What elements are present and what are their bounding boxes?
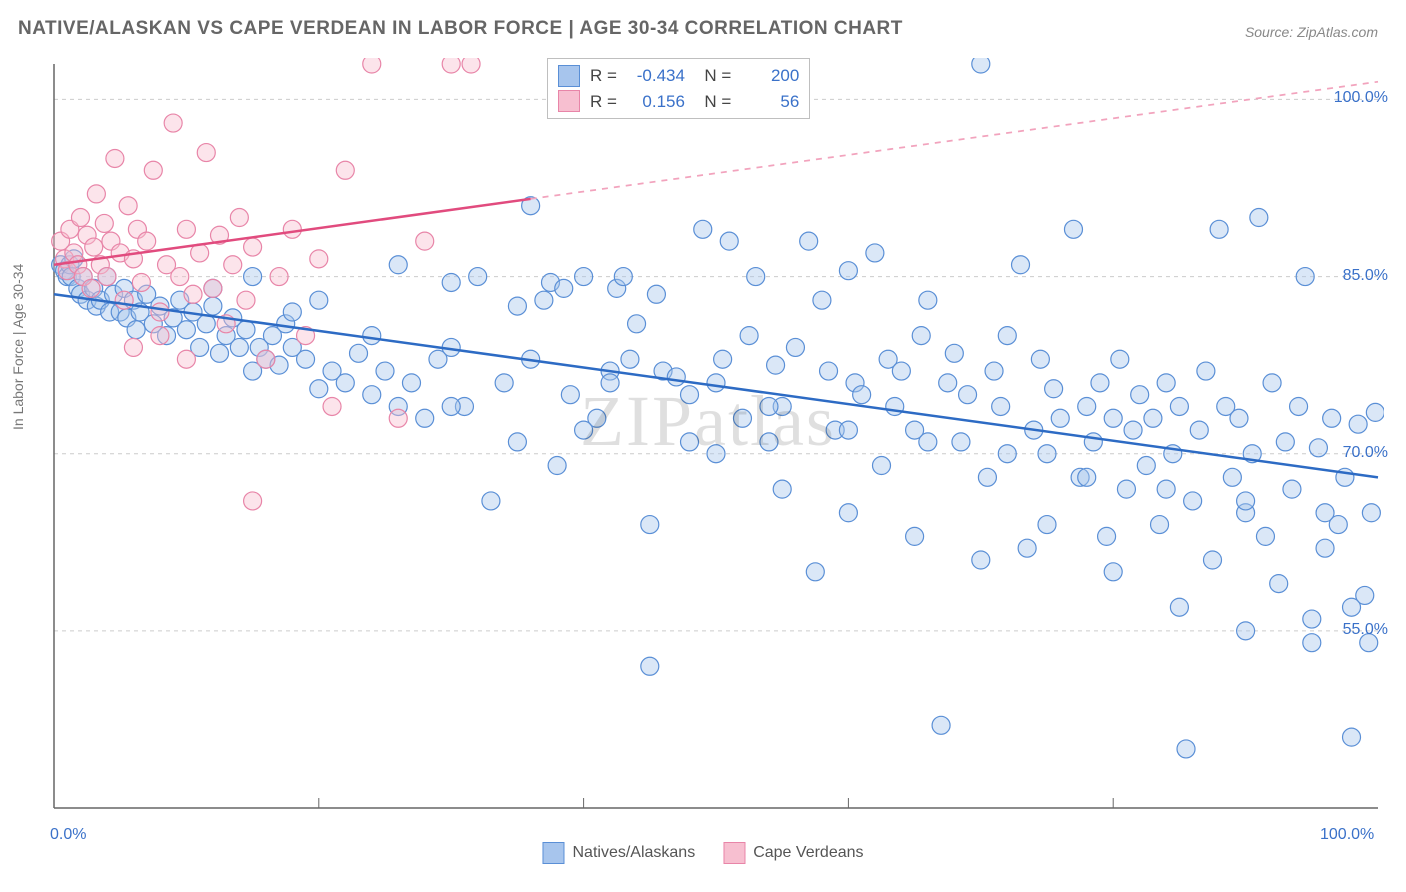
legend-item: Cape Verdeans: [723, 842, 863, 864]
y-tick-label: 100.0%: [1334, 89, 1388, 107]
legend-row: R = -0.434 N = 200: [558, 63, 799, 89]
legend-n-label: N =: [695, 63, 731, 89]
legend-r-value: 0.156: [627, 89, 685, 115]
legend-swatch: [558, 90, 580, 112]
legend-swatch: [558, 65, 580, 87]
series-legend: Natives/Alaskans Cape Verdeans: [542, 842, 863, 864]
chart-title: NATIVE/ALASKAN VS CAPE VERDEAN IN LABOR …: [18, 18, 903, 40]
source-attribution: Source: ZipAtlas.com: [1245, 24, 1378, 40]
x-tick-label: 0.0%: [50, 826, 86, 844]
legend-label: Cape Verdeans: [753, 844, 863, 862]
y-axis-label: In Labor Force | Age 30-34: [10, 264, 26, 430]
y-tick-label: 85.0%: [1343, 267, 1388, 285]
correlation-legend: R = -0.434 N = 200 R = 0.156 N = 56: [547, 58, 810, 119]
y-tick-label: 70.0%: [1343, 444, 1388, 462]
legend-n-value: 200: [741, 63, 799, 89]
x-tick-label: 100.0%: [1320, 826, 1374, 844]
legend-row: R = 0.156 N = 56: [558, 89, 799, 115]
legend-swatch: [542, 842, 564, 864]
watermark: ZIPatlas: [580, 380, 836, 463]
legend-r-label: R =: [590, 89, 617, 115]
legend-item: Natives/Alaskans: [542, 842, 695, 864]
legend-r-value: -0.434: [627, 63, 685, 89]
legend-swatch: [723, 842, 745, 864]
y-tick-label: 55.0%: [1343, 621, 1388, 639]
legend-label: Natives/Alaskans: [572, 844, 695, 862]
legend-n-value: 56: [741, 89, 799, 115]
legend-n-label: N =: [695, 89, 731, 115]
legend-r-label: R =: [590, 63, 617, 89]
